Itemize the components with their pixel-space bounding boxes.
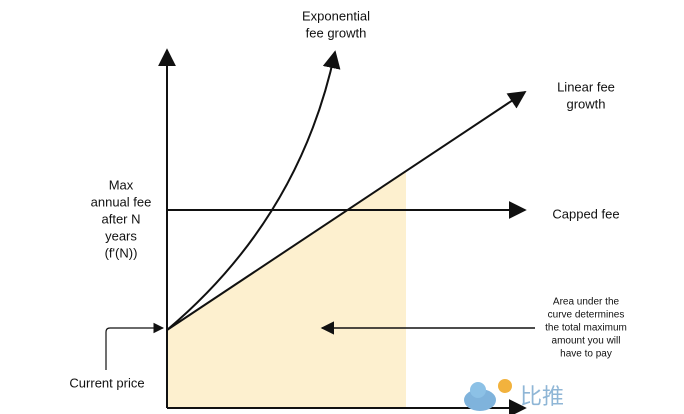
- exponential-label: fee growth: [306, 25, 367, 40]
- area-note: amount you will: [552, 336, 621, 347]
- area-note: curve determines: [548, 310, 625, 321]
- area-note: Area under the: [553, 297, 620, 308]
- y-axis-label: Max: [109, 177, 134, 192]
- area-shading: [167, 172, 406, 408]
- watermark: 比推: [520, 384, 564, 409]
- y-axis-label: (f'(N)): [105, 245, 138, 260]
- y-axis-label: annual fee: [91, 194, 152, 209]
- current-price-pointer: [105, 322, 165, 370]
- watermark-icon: [464, 379, 512, 411]
- current-price-label: Current price: [69, 375, 144, 390]
- exponential-label: Exponential: [302, 8, 370, 23]
- linear-label: Linear fee: [557, 79, 615, 94]
- exponential-curve: [166, 50, 341, 331]
- y-axis-label: after N: [101, 211, 140, 226]
- linear-label: growth: [566, 96, 605, 111]
- area-note: have to pay: [560, 349, 612, 360]
- area-note: the total maximum: [545, 323, 627, 334]
- y-axis-label: years: [105, 228, 137, 243]
- capped-label: Capped fee: [552, 206, 619, 221]
